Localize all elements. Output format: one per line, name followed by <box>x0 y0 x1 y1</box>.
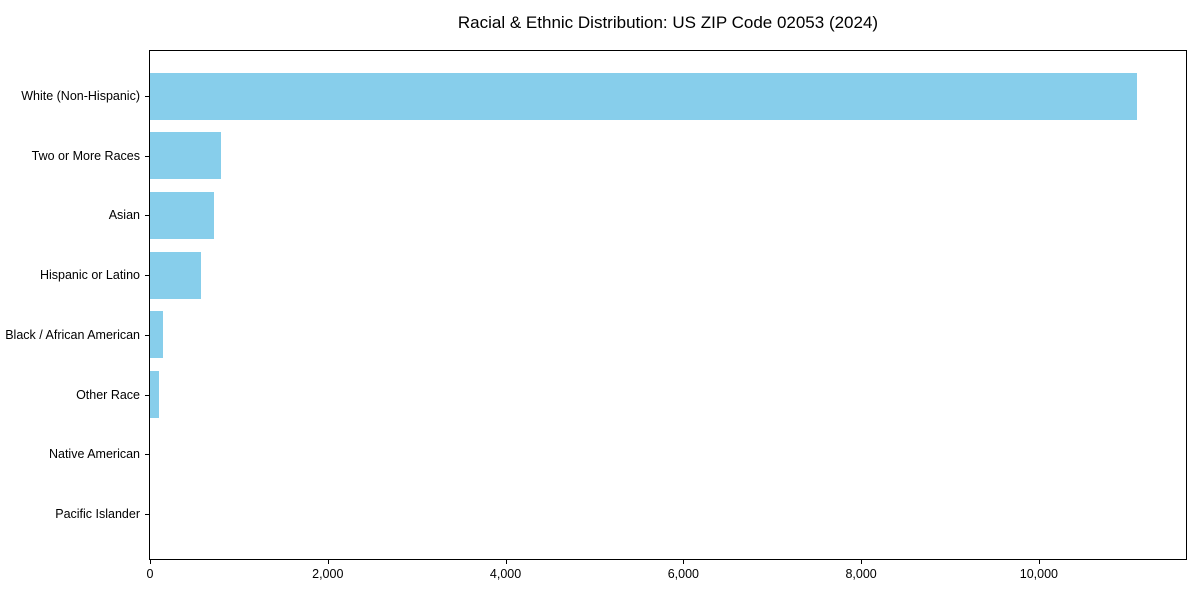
bar-asian <box>150 191 215 239</box>
bar-white-non-hispanic <box>150 72 1137 120</box>
y-tick-label-native-american: Native American <box>48 447 140 462</box>
y-tick-mark <box>145 454 149 456</box>
x-tick-mark <box>327 560 329 564</box>
x-tick-mark <box>1038 560 1040 564</box>
x-tick-label-0: 0 <box>146 567 154 581</box>
x-tick-label-2000: 2,000 <box>312 567 344 581</box>
y-tick-label-asian: Asian <box>108 208 140 223</box>
x-tick-mark <box>150 560 151 564</box>
x-tick-mark <box>505 560 507 564</box>
y-tick-mark <box>145 215 149 217</box>
y-tick-mark <box>145 394 149 396</box>
y-tick-label-two-or-more-races: Two or More Races <box>31 148 140 163</box>
y-tick-label-white-non-hispanic: White (Non-Hispanic) <box>21 89 140 103</box>
x-tick-mark <box>683 560 685 564</box>
x-tick-label-8000: 8,000 <box>845 567 877 581</box>
y-tick-label-other-race: Other Race <box>76 387 140 402</box>
y-tick-label-black-african-american: Black / African American <box>5 327 140 342</box>
bar-two-or-more-races <box>150 132 222 180</box>
y-tick-mark <box>145 96 149 97</box>
x-tick-label-6000: 6,000 <box>667 567 699 581</box>
y-tick-label-pacific-islander: Pacific Islander <box>55 507 140 521</box>
y-tick-label-hispanic-or-latino: Hispanic or Latino <box>39 268 140 283</box>
plot-area: White (Non-Hispanic) Two or More Races Asi… <box>5 50 1187 581</box>
bar-hispanic-or-latino <box>150 251 202 299</box>
x-tick-label-10000: 10,000 <box>1019 567 1058 581</box>
bar-other-race <box>150 371 159 419</box>
y-tick-mark <box>145 334 149 336</box>
y-tick-mark <box>145 514 149 515</box>
y-tick-mark <box>145 155 149 157</box>
bar-black-african-american <box>150 311 164 359</box>
chart-title: Racial & Ethnic Distribution: US ZIP Cod… <box>457 13 879 32</box>
x-tick-mark <box>861 560 863 564</box>
x-tick-label-4000: 4,000 <box>489 567 522 581</box>
y-tick-mark <box>145 275 149 277</box>
